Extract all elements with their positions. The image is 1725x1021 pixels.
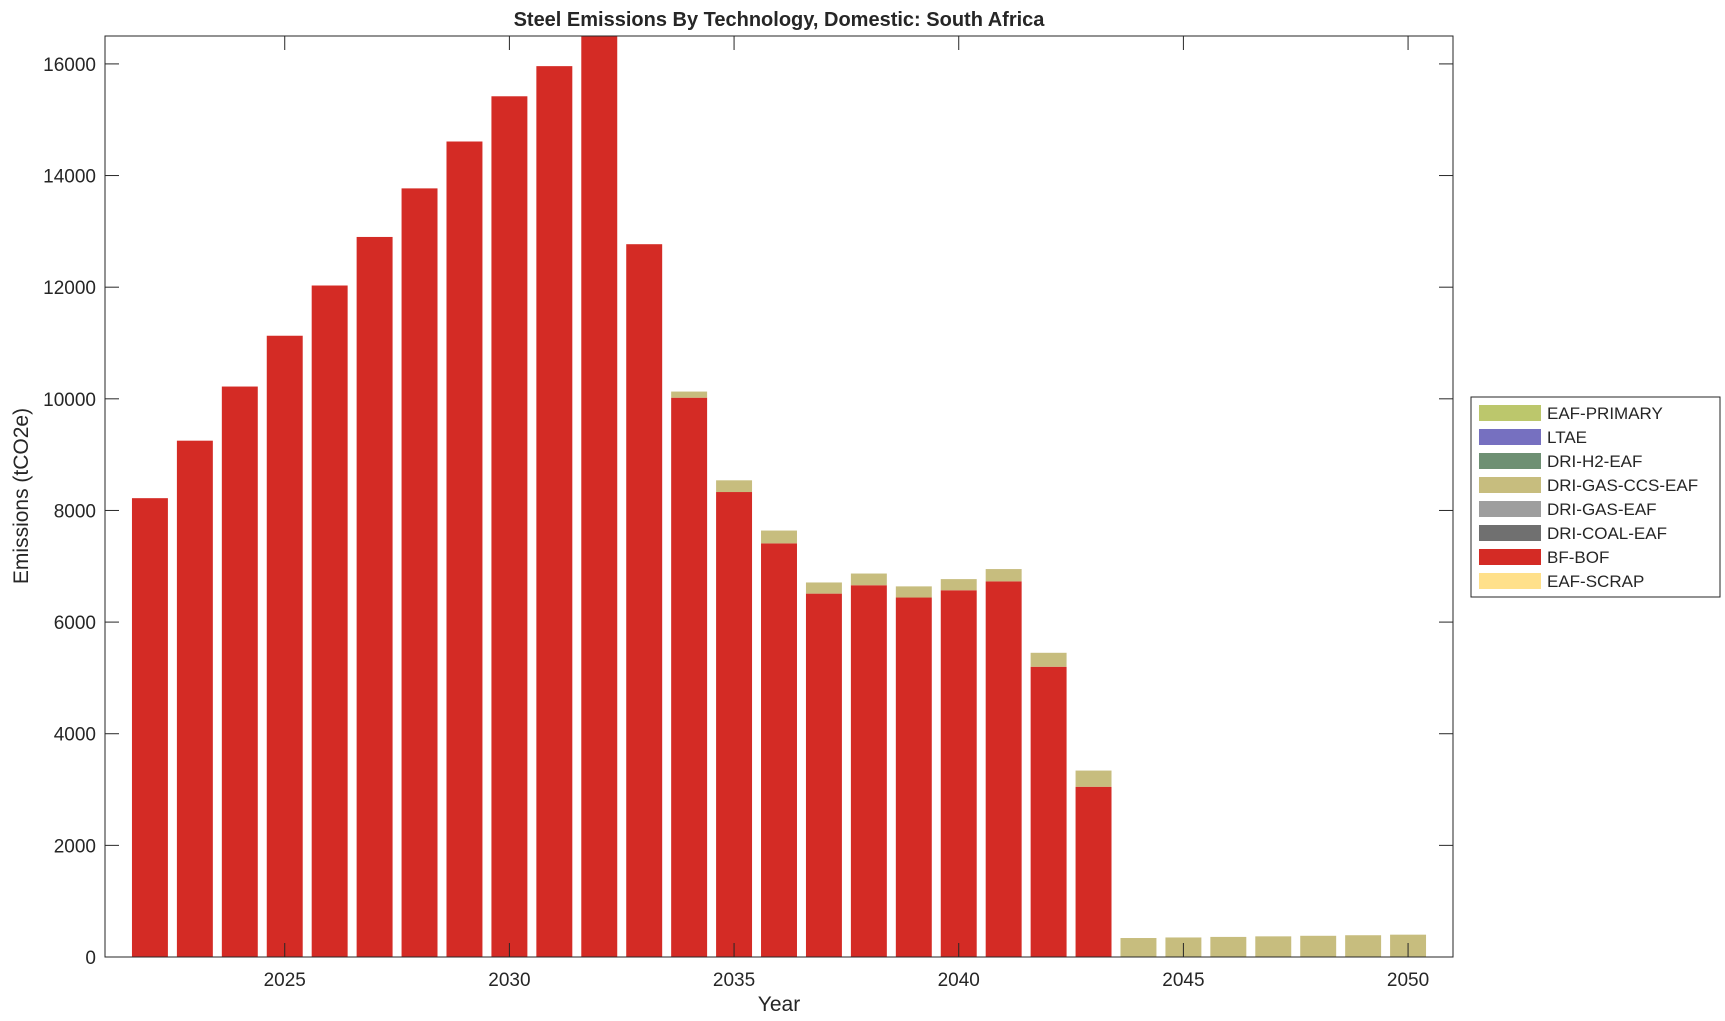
bar-bf-bof-2036	[761, 543, 797, 957]
plot-area: 2025 2030 2035 2040 2045 2050 0 2000 4000 6000 80…	[43, 35, 1454, 991]
bar-bf-bof-2022	[131, 498, 168, 957]
legend-swatch-dri-coal-eaf	[1479, 525, 1541, 541]
bar-dri-gas-ccs-eaf-2037	[805, 582, 842, 594]
bar-bf-bof-2029	[446, 141, 483, 957]
plot-frame	[104, 35, 1454, 958]
y-tick-label: 2000	[54, 836, 96, 857]
bar-bf-bof-2039	[895, 597, 932, 957]
bar-bf-bof-2031	[536, 66, 573, 957]
legend-swatch-eaf-primary	[1479, 405, 1541, 421]
x-tick-label: 2030	[488, 970, 530, 991]
legend-label-ltae: LTAE	[1547, 428, 1587, 447]
y-tick-label: 10000	[43, 390, 96, 411]
bar-bf-bof-2030	[491, 96, 528, 957]
bar-dri-gas-ccs-eaf-2040	[940, 579, 977, 591]
y-tick-label: 12000	[43, 278, 96, 299]
legend-label-eaf-primary: EAF-PRIMARY	[1547, 404, 1663, 423]
bar-dri-gas-ccs-eaf-2041	[985, 569, 1022, 582]
bar-bf-bof-2028	[401, 188, 438, 957]
bar-bf-bof-2041	[985, 581, 1022, 957]
bar-bf-bof-2042	[1030, 666, 1067, 957]
legend: EAF-PRIMARY LTAE DRI-H2-EAF DRI-GAS-CCS-EAF…	[1470, 396, 1721, 598]
bar-bf-bof-2035	[716, 492, 753, 957]
legend-box	[1470, 396, 1721, 598]
bar-bf-bof-2040	[940, 590, 977, 957]
bar-bf-bof-2032	[581, 36, 618, 957]
x-axis-ticks: 2025 2030 2035 2040 2045 2050	[264, 36, 1429, 991]
x-tick-label: 2025	[264, 970, 306, 991]
chart-title: Steel Emissions By Technology, Domestic:…	[514, 9, 1046, 31]
legend-label-eaf-scrap: EAF-SCRAP	[1547, 572, 1644, 591]
legend-swatch-eaf-scrap	[1479, 573, 1541, 589]
x-tick-label: 2035	[713, 970, 755, 991]
legend-label-bf-bof: BF-BOF	[1547, 548, 1609, 567]
bar-dri-gas-ccs-eaf-2038	[850, 573, 887, 586]
bars-group	[131, 36, 1427, 957]
bar-dri-gas-ccs-eaf-2044	[1120, 938, 1157, 957]
legend-label-dri-coal-eaf: DRI-COAL-EAF	[1547, 524, 1667, 543]
bar-dri-gas-ccs-eaf-2049	[1345, 935, 1382, 957]
bar-bf-bof-2033	[626, 244, 663, 957]
y-tick-label: 8000	[54, 501, 96, 522]
y-tick-label: 0	[85, 948, 96, 969]
x-tick-label: 2045	[1162, 970, 1204, 991]
bar-bf-bof-2027	[356, 236, 393, 957]
bar-dri-gas-ccs-eaf-2039	[895, 586, 932, 598]
bar-bf-bof-2026	[311, 285, 348, 957]
bar-dri-gas-ccs-eaf-2043	[1075, 770, 1112, 787]
bar-dri-gas-ccs-eaf-2034	[671, 391, 708, 398]
legend-swatch-dri-gas-ccs-eaf	[1479, 477, 1541, 493]
bar-dri-gas-ccs-eaf-2036	[761, 530, 797, 544]
y-tick-label: 6000	[54, 613, 96, 634]
bar-dri-gas-ccs-eaf-2042	[1030, 652, 1067, 667]
y-axis-ticks: 0 2000 4000 6000 8000 10000 12000 14000 16000	[43, 55, 1453, 969]
legend-swatch-dri-gas-eaf	[1479, 501, 1541, 517]
legend-label-dri-h2-eaf: DRI-H2-EAF	[1547, 452, 1642, 471]
legend-swatch-bf-bof	[1479, 549, 1541, 565]
legend-label-dri-gas-eaf: DRI-GAS-EAF	[1547, 500, 1657, 519]
y-axis-label: Emissions (tCO2e)	[10, 408, 33, 584]
x-tick-label: 2050	[1387, 970, 1429, 991]
legend-items: EAF-PRIMARY LTAE DRI-H2-EAF DRI-GAS-CCS-EAF…	[1479, 404, 1698, 591]
y-tick-label: 16000	[43, 55, 96, 76]
y-tick-label: 4000	[54, 725, 96, 746]
bar-bf-bof-2024	[221, 386, 258, 957]
bar-dri-gas-ccs-eaf-2048	[1300, 935, 1337, 957]
bar-bf-bof-2034	[671, 397, 708, 957]
x-tick-label: 2040	[938, 970, 980, 991]
bar-bf-bof-2038	[850, 585, 887, 957]
bar-dri-gas-ccs-eaf-2035	[716, 480, 753, 493]
bar-bf-bof-2025	[266, 335, 303, 957]
y-tick-label: 14000	[43, 167, 96, 188]
legend-swatch-dri-h2-eaf	[1479, 453, 1541, 469]
legend-label-dri-gas-ccs-eaf: DRI-GAS-CCS-EAF	[1547, 476, 1698, 495]
bar-dri-gas-ccs-eaf-2046	[1210, 936, 1247, 957]
legend-swatch-ltae	[1479, 429, 1541, 445]
bar-dri-gas-ccs-eaf-2047	[1255, 936, 1292, 957]
x-axis-label: Year	[758, 993, 800, 1016]
bar-bf-bof-2023	[176, 440, 213, 957]
bar-bf-bof-2037	[805, 593, 842, 957]
bar-bf-bof-2043	[1075, 786, 1112, 957]
